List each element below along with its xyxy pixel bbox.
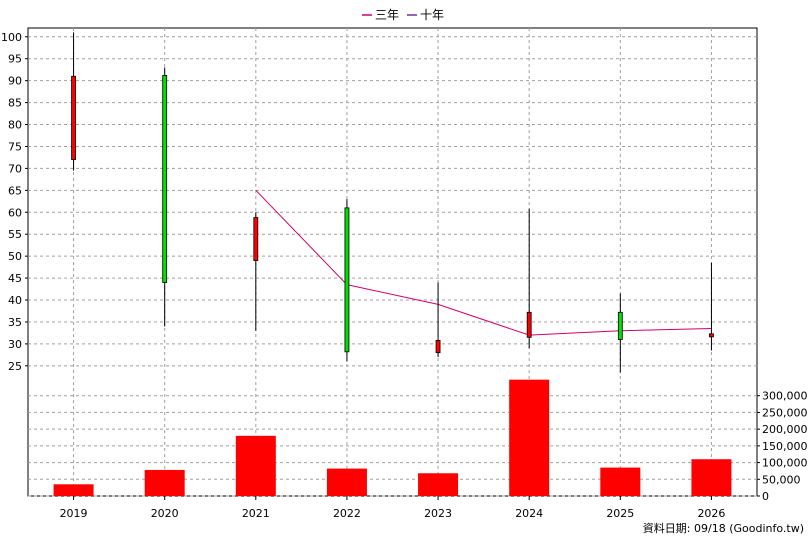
x-tick-label: 2021 bbox=[242, 507, 270, 520]
legend-label-10yr: 十年 bbox=[420, 8, 444, 22]
price-tick-label: 95 bbox=[8, 53, 22, 66]
series-line-0 bbox=[255, 189, 712, 336]
volume-bar bbox=[326, 468, 367, 496]
price-tick-label: 70 bbox=[8, 162, 22, 175]
x-tick-label: 2022 bbox=[333, 507, 361, 520]
candle-body bbox=[253, 217, 259, 261]
plot-area: 25 30 35 40 45 50 55 60 65 70 75 80 85 90 95 100 0 50,000… bbox=[1, 27, 808, 520]
volume-bar bbox=[235, 435, 276, 496]
volume-tick-label: 200,000 bbox=[762, 423, 808, 436]
price-tick-label: 55 bbox=[8, 228, 22, 241]
volume-tick-label: 250,000 bbox=[762, 406, 808, 419]
candle-body bbox=[71, 75, 76, 161]
candle-body bbox=[709, 333, 714, 338]
price-tick-label: 50 bbox=[8, 250, 22, 263]
volume-tick-label: 0 bbox=[762, 490, 769, 503]
price-tick-label: 40 bbox=[8, 294, 22, 307]
price-tick-label: 25 bbox=[8, 360, 22, 373]
candle-body bbox=[344, 207, 350, 353]
x-tick-label: 2019 bbox=[60, 507, 88, 520]
price-tick-label: 65 bbox=[8, 184, 22, 197]
data-date-label: 資料日期: 09/18 (Goodinfo.tw) bbox=[643, 521, 804, 535]
candle-body bbox=[617, 311, 623, 340]
volume-tick-label: 100,000 bbox=[762, 457, 808, 470]
price-tick-label: 80 bbox=[8, 119, 22, 132]
x-tick-label: 2025 bbox=[606, 507, 634, 520]
volume-bar bbox=[600, 467, 641, 496]
volume-tick-label: 150,000 bbox=[762, 440, 808, 453]
plot-frame bbox=[27, 27, 758, 497]
price-tick-label: 85 bbox=[8, 97, 22, 110]
price-tick-label: 100 bbox=[1, 31, 22, 44]
volume-tick-label: 50,000 bbox=[762, 473, 801, 486]
volume-bar bbox=[418, 473, 459, 496]
candle-body bbox=[435, 339, 441, 354]
x-tick-label: 2020 bbox=[151, 507, 179, 520]
legend: 三年 十年 bbox=[362, 8, 444, 22]
volume-bar bbox=[144, 469, 185, 496]
candle-body bbox=[162, 74, 168, 283]
volume-bar bbox=[691, 459, 732, 496]
price-tick-label: 45 bbox=[8, 272, 22, 285]
price-tick-label: 35 bbox=[8, 316, 22, 329]
volume-bar bbox=[53, 484, 94, 496]
x-tick-label: 2024 bbox=[515, 507, 543, 520]
price-tick-label: 75 bbox=[8, 140, 22, 153]
x-tick-label: 2026 bbox=[697, 507, 725, 520]
legend-label-3yr: 三年 bbox=[375, 8, 399, 22]
price-tick-label: 60 bbox=[8, 206, 22, 219]
price-tick-label: 30 bbox=[8, 338, 22, 351]
volume-bar bbox=[509, 379, 550, 496]
candle-body bbox=[526, 311, 532, 338]
price-tick-label: 90 bbox=[8, 75, 22, 88]
volume-tick-label: 300,000 bbox=[762, 390, 808, 403]
x-tick-label: 2023 bbox=[424, 507, 452, 520]
